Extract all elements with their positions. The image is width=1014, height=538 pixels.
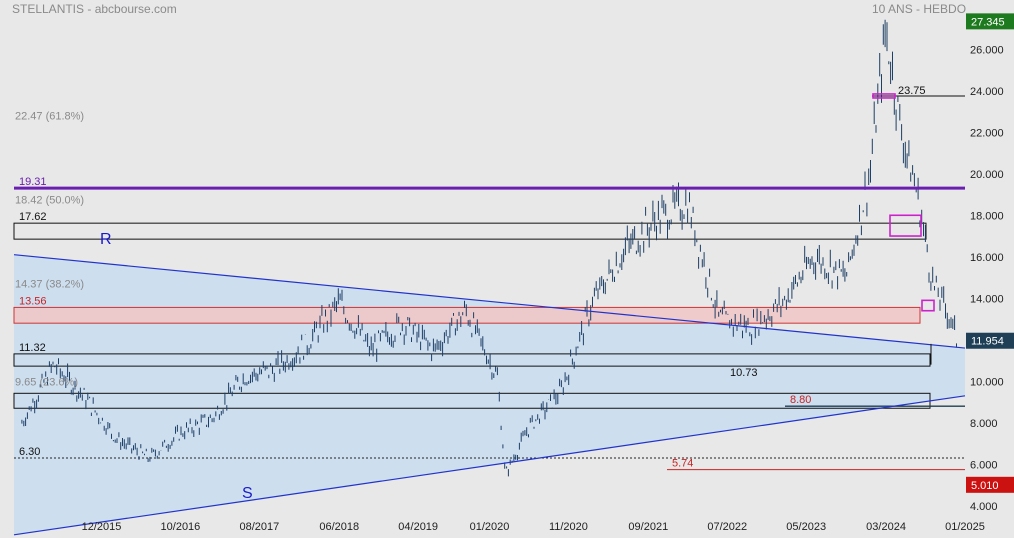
y-tick-label: 8.000 — [970, 418, 998, 430]
zone-17-62 — [13, 222, 927, 240]
support-zone-13-56 — [13, 306, 921, 324]
y-tick-label: 22.000 — [970, 127, 1004, 139]
level-23-75-label: 23.75 — [898, 85, 926, 97]
y-tick-label: 10.000 — [970, 376, 1004, 388]
x-tick-label: 05/2023 — [786, 521, 826, 533]
x-tick-label: 01/2025 — [945, 521, 985, 533]
price-badge-1 — [966, 332, 1014, 349]
level-13-56-label: 13.56 — [19, 295, 47, 307]
y-tick-label: 16.000 — [970, 252, 1004, 264]
level-10-73-label: 10.73 — [730, 367, 758, 379]
fib-61-8-label: 22.47 (61.8%) — [15, 111, 84, 123]
trendline-r — [13, 254, 966, 349]
x-tick-label: 08/2017 — [239, 521, 279, 533]
y-tick-label: 14.000 — [970, 293, 1004, 305]
price-badge-label: 11.954 — [971, 336, 1004, 348]
x-tick-label: 10/2016 — [161, 521, 201, 533]
x-tick-label: 03/2024 — [866, 521, 906, 533]
x-tick-label: 07/2022 — [707, 521, 747, 533]
x-tick-label: 12/2015 — [82, 521, 122, 533]
price-badge-0 — [966, 13, 1014, 30]
x-tick-label: 11/2020 — [549, 521, 588, 533]
y-tick-label: 18.000 — [970, 210, 1004, 222]
triangle-zone — [14, 254, 965, 535]
level-8-80-label: 8.80 — [790, 394, 811, 406]
marker-13-56 — [921, 299, 935, 312]
trendline-s-label: S — [242, 485, 253, 502]
level-11-32-label: 11.32 — [19, 342, 46, 354]
level-17-62-label: 17.62 — [19, 211, 47, 223]
level-6-30-label: 6.30 — [19, 446, 40, 458]
fib-38-2-label: 14.37 (38.2%) — [15, 279, 84, 291]
marker-17-62 — [889, 214, 922, 237]
level-19-31-label: 19.31 — [19, 176, 47, 188]
price-badge-label: 5.010 — [971, 480, 999, 492]
y-tick-label: 6.000 — [970, 459, 998, 471]
x-tick-label: 09/2021 — [628, 521, 668, 533]
y-tick-label: 24.000 — [970, 86, 1004, 98]
chart-title: STELLANTIS - abcbourse.com — [12, 2, 177, 16]
y-tick-label: 20.000 — [970, 169, 1004, 181]
level-5-74-label: 5.74 — [672, 458, 693, 470]
fib-23-6-label: 9.65 (23.6%) — [15, 377, 78, 389]
y-tick-label: 4.000 — [970, 501, 998, 513]
x-tick-label: 01/2020 — [470, 521, 510, 533]
fib-50-label: 18.42 (50.0%) — [15, 195, 84, 207]
zone-11-32 — [13, 353, 931, 367]
price-badge-2 — [966, 476, 1014, 493]
chart-period: 10 ANS - HEBDO — [872, 2, 967, 16]
trendline-s — [13, 395, 966, 536]
trendline-r-label: R — [100, 231, 112, 248]
marker-23-75 — [872, 93, 896, 99]
x-tick-label: 06/2018 — [319, 521, 359, 533]
x-tick-label: 04/2019 — [398, 521, 438, 533]
y-tick-label: 26.000 — [970, 44, 1004, 56]
price-badge-label: 27.345 — [971, 16, 1005, 28]
price-series — [21, 19, 957, 477]
